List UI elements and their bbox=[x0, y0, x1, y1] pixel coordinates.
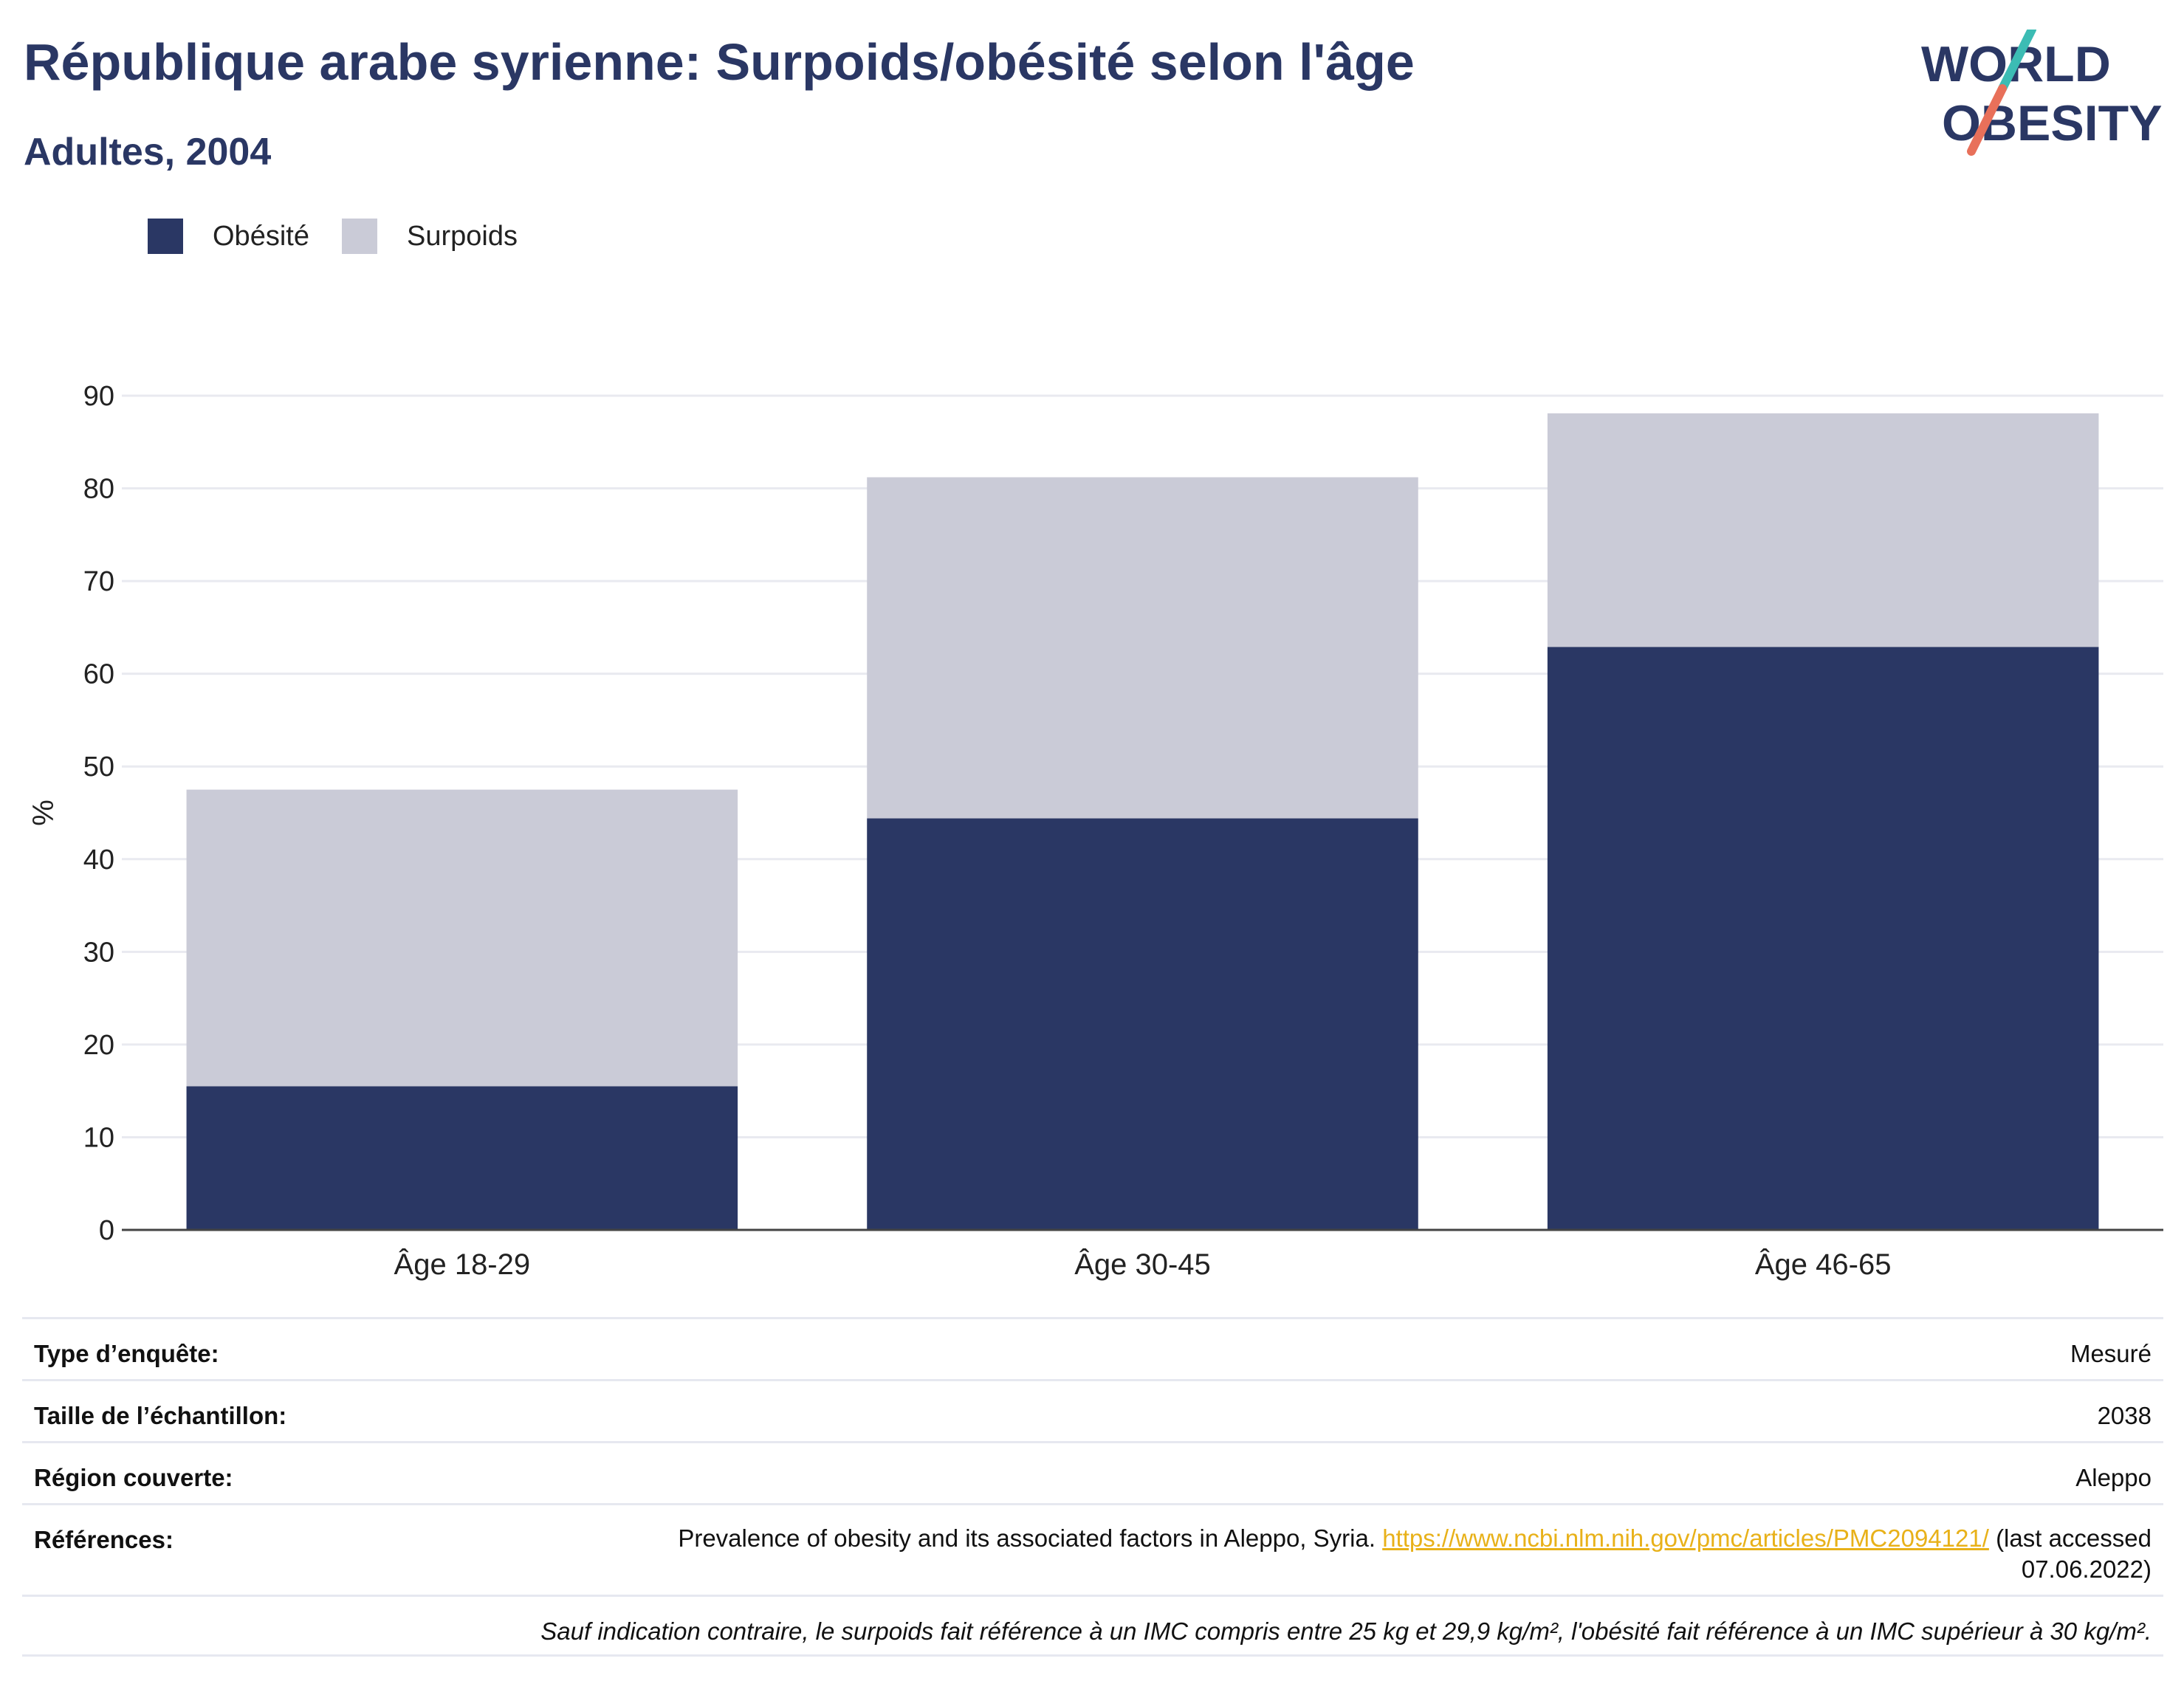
y-tick-label-80: 80 bbox=[83, 474, 114, 505]
info-row-sample-size: Taille de l’échantillon: 2038 bbox=[22, 1379, 2163, 1441]
y-tick-label-70: 70 bbox=[83, 566, 114, 597]
y-axis-label: % bbox=[27, 800, 60, 826]
page-subtitle: Adultes, 2004 bbox=[24, 131, 272, 173]
legend-item-obesity[interactable]: Obésité bbox=[148, 219, 309, 254]
bar-obesity-1 bbox=[186, 1086, 738, 1230]
info-row-region: Région couverte: Aleppo bbox=[22, 1441, 2163, 1503]
survey-type-value: Mesuré bbox=[2070, 1340, 2152, 1367]
info-row-note: Sauf indication contraire, le surpoids f… bbox=[22, 1595, 2163, 1657]
y-tick-label-10: 10 bbox=[83, 1122, 114, 1153]
sample-size-value: 2038 bbox=[2097, 1402, 2152, 1429]
bar-overweight-3 bbox=[1547, 413, 2099, 647]
bar-obesity-2 bbox=[867, 818, 1418, 1230]
survey-type-label: Type d’enquête: bbox=[34, 1340, 219, 1367]
references-value: Prevalence of obesity and its associated… bbox=[601, 1523, 2152, 1585]
x-tick-label-1: Âge 18-29 bbox=[394, 1248, 531, 1281]
references-link[interactable]: https://www.ncbi.nlm.nih.gov/pmc/article… bbox=[1382, 1524, 1989, 1552]
legend-label-obesity: Obésité bbox=[213, 220, 309, 252]
world-obesity-logo: WORLD OBESITY bbox=[1921, 30, 2163, 156]
legend-label-overweight: Surpoids bbox=[406, 220, 518, 252]
y-tick-label-40: 40 bbox=[83, 845, 114, 876]
x-tick-label-2: Âge 30-45 bbox=[1074, 1248, 1211, 1281]
bar-overweight-1 bbox=[186, 789, 738, 1087]
bar-overweight-2 bbox=[867, 477, 1418, 819]
survey-info-table: Type d’enquête: Mesuré Taille de l’échan… bbox=[22, 1317, 2163, 1657]
chart-legend: Obésité Surpoids bbox=[148, 219, 550, 254]
y-tick-label-50: 50 bbox=[83, 752, 114, 783]
y-tick-label-90: 90 bbox=[83, 381, 114, 412]
stacked-bar-chart: 0 10 20 30 40 50 60 70 80 90% Âge 18-29 Âge 30-45 Âg… bbox=[27, 381, 2163, 1281]
legend-item-overweight[interactable]: Surpoids bbox=[341, 219, 518, 254]
references-label: Références: bbox=[34, 1526, 174, 1553]
region-label: Région couverte: bbox=[34, 1464, 233, 1491]
sample-size-label: Taille de l’échantillon: bbox=[34, 1402, 287, 1429]
legend-swatch-obesity bbox=[148, 219, 183, 254]
footnote: Sauf indication contraire, le surpoids f… bbox=[540, 1617, 2152, 1645]
info-row-survey-type: Type d’enquête: Mesuré bbox=[22, 1317, 2163, 1379]
page-title: République arabe syrienne: Surpoids/obés… bbox=[24, 33, 1415, 91]
region-value: Aleppo bbox=[2075, 1464, 2152, 1491]
references-suffix: (last accessed 07.06.2022) bbox=[1996, 1524, 2152, 1583]
y-tick-label-0: 0 bbox=[99, 1215, 114, 1246]
info-row-references: Références: Prevalence of obesity and it… bbox=[22, 1503, 2163, 1595]
y-tick-label-20: 20 bbox=[83, 1030, 114, 1061]
y-tick-label-30: 30 bbox=[83, 937, 114, 968]
references-text: Prevalence of obesity and its associated… bbox=[678, 1524, 1376, 1552]
x-tick-label-3: Âge 46-65 bbox=[1755, 1248, 1892, 1281]
bar-obesity-3 bbox=[1547, 647, 2099, 1230]
y-tick-label-60: 60 bbox=[83, 659, 114, 690]
legend-swatch-overweight bbox=[341, 219, 377, 254]
